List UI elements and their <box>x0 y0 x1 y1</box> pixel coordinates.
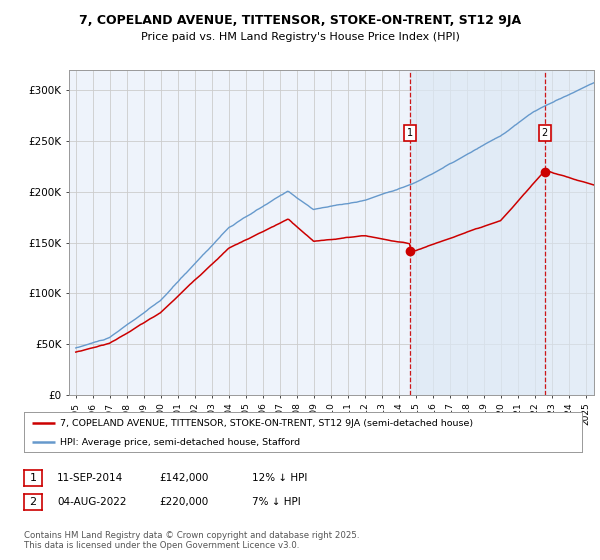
Text: 7, COPELAND AVENUE, TITTENSOR, STOKE-ON-TRENT, ST12 9JA (semi-detached house): 7, COPELAND AVENUE, TITTENSOR, STOKE-ON-… <box>60 418 473 427</box>
Text: £220,000: £220,000 <box>159 497 208 507</box>
Bar <box>410 70 545 395</box>
Text: Contains HM Land Registry data © Crown copyright and database right 2025.
This d: Contains HM Land Registry data © Crown c… <box>24 531 359 550</box>
Text: 1: 1 <box>407 128 413 138</box>
Text: 04-AUG-2022: 04-AUG-2022 <box>57 497 127 507</box>
Text: 12% ↓ HPI: 12% ↓ HPI <box>252 473 307 483</box>
Bar <box>545 70 594 395</box>
Text: 7% ↓ HPI: 7% ↓ HPI <box>252 497 301 507</box>
Text: £142,000: £142,000 <box>159 473 208 483</box>
Text: 2: 2 <box>541 128 548 138</box>
Text: Price paid vs. HM Land Registry's House Price Index (HPI): Price paid vs. HM Land Registry's House … <box>140 32 460 43</box>
Text: 1: 1 <box>29 473 37 483</box>
Text: 11-SEP-2014: 11-SEP-2014 <box>57 473 123 483</box>
Text: 2: 2 <box>29 497 37 507</box>
Text: HPI: Average price, semi-detached house, Stafford: HPI: Average price, semi-detached house,… <box>60 438 301 447</box>
Text: 7, COPELAND AVENUE, TITTENSOR, STOKE-ON-TRENT, ST12 9JA: 7, COPELAND AVENUE, TITTENSOR, STOKE-ON-… <box>79 14 521 27</box>
